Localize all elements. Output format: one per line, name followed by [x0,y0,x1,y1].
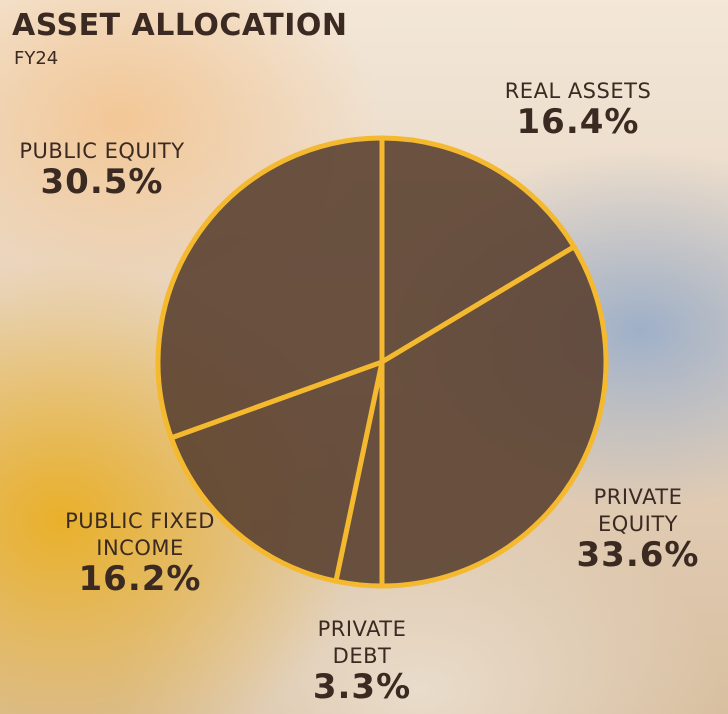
slice-label: PRIVATE DEBT 3.3% [287,616,437,704]
slice-label: PUBLIC FIXED INCOME 16.2% [65,508,215,596]
value-label: 16.2% [78,559,202,599]
category-label: PRIVATE EQUITY [593,485,683,536]
pie-slice [379,135,577,365]
pie-slice [379,244,609,589]
chart-subtitle: FY24 [14,48,59,69]
slice-label: REAL ASSETS 16.4% [503,78,653,139]
value-label: 30.5% [40,162,164,202]
value-label: 16.4% [516,102,640,142]
category-label: PRIVATE DEBT [317,617,407,668]
value-label: 33.6% [576,535,700,575]
slice-label: PUBLIC EQUITY 30.5% [17,138,187,199]
category-label: PUBLIC EQUITY [19,139,185,163]
chart-title: ASSET ALLOCATION [12,8,348,43]
category-label: PUBLIC FIXED INCOME [65,509,215,560]
slice-label: PRIVATE EQUITY 33.6% [553,484,723,572]
category-label: REAL ASSETS [504,79,652,103]
pie-slice [155,135,385,441]
value-label: 3.3% [312,667,412,707]
pie-slice [168,359,385,584]
